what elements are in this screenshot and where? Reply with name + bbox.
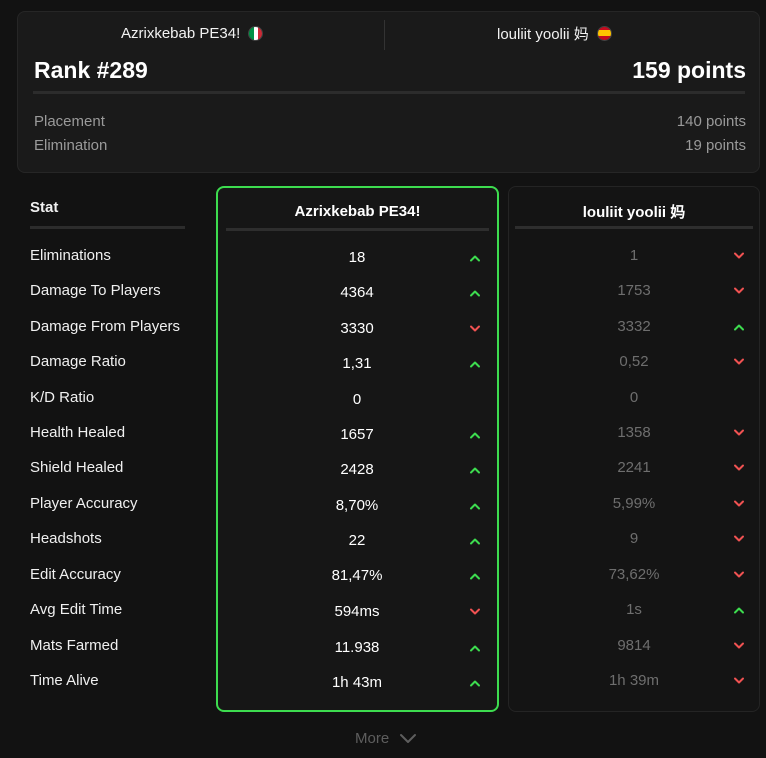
arrow-down-icon bbox=[734, 642, 744, 649]
player-1-stat-value: 1h 43m bbox=[331, 674, 383, 691]
arrow-up-icon bbox=[734, 324, 744, 331]
arrow-up-icon bbox=[734, 607, 744, 614]
player-1-stat-value: 1,31 bbox=[342, 355, 372, 372]
arrow-up-icon bbox=[470, 503, 480, 510]
player-1-stat-value: 1657 bbox=[340, 426, 374, 443]
player-1-stat-value: 3330 bbox=[340, 320, 374, 337]
stat-label: Player Accuracy bbox=[30, 495, 138, 512]
elimination-points: 19 points bbox=[685, 137, 746, 154]
player-1-stat-value: 2428 bbox=[340, 461, 374, 478]
player-1-stat-value: 4364 bbox=[340, 284, 374, 301]
player-1-stats-card bbox=[216, 186, 499, 712]
italy-flag-icon bbox=[248, 25, 264, 41]
stat-column-header: Stat bbox=[30, 199, 59, 216]
player-2-stat-value: 0 bbox=[629, 389, 639, 406]
player-2-column-title: louliit yoolii 妈 bbox=[582, 204, 686, 221]
player-1-stat-value: 0 bbox=[352, 391, 362, 408]
player-1-stat-value: 594ms bbox=[334, 603, 380, 620]
player-1-column-title: Azrixkebab PE34! bbox=[294, 203, 421, 220]
stat-label: Shield Healed bbox=[30, 459, 124, 476]
elimination-label: Elimination bbox=[34, 137, 108, 154]
arrow-up-icon bbox=[470, 361, 480, 368]
player-2-stat-value: 1h 39m bbox=[608, 672, 660, 689]
rank-label: Rank #289 bbox=[34, 57, 148, 83]
stat-label: Mats Farmed bbox=[30, 637, 119, 654]
arrow-up-icon bbox=[470, 467, 480, 474]
player-2-header: louliit yoolii 妈 bbox=[497, 22, 612, 44]
placement-label: Placement bbox=[34, 113, 105, 130]
arrow-up-icon bbox=[470, 255, 480, 262]
player-1-stat-value: 22 bbox=[348, 532, 366, 549]
spain-flag-icon bbox=[596, 25, 612, 41]
stat-label: Damage To Players bbox=[30, 282, 161, 299]
total-points: 159 points bbox=[632, 57, 746, 83]
arrow-down-icon bbox=[734, 252, 744, 259]
player-1-stat-value: 81,47% bbox=[331, 567, 383, 584]
stat-label: Avg Edit Time bbox=[30, 601, 123, 618]
stat-label: Damage From Players bbox=[30, 318, 181, 335]
player-2-stat-value: 73,62% bbox=[608, 566, 660, 583]
player-2-name: louliit yoolii 妈 bbox=[497, 25, 589, 43]
player-2-stat-value: 1753 bbox=[617, 282, 651, 299]
player-1-stat-value: 18 bbox=[348, 249, 366, 266]
arrow-up-icon bbox=[470, 680, 480, 687]
arrow-up-icon bbox=[470, 645, 480, 652]
player-2-stat-value: 3332 bbox=[617, 318, 651, 335]
player-2-stat-value: 1358 bbox=[617, 424, 651, 441]
placement-points: 140 points bbox=[676, 113, 746, 130]
player-2-stat-value: 9814 bbox=[617, 637, 651, 654]
arrow-down-icon bbox=[734, 677, 744, 684]
arrow-up-icon bbox=[470, 573, 480, 580]
player-1-header: Azrixkebab PE34! bbox=[121, 22, 264, 44]
stat-label: Time Alive bbox=[30, 672, 99, 689]
player-1-stat-value: 8,70% bbox=[335, 497, 379, 514]
stat-label: Health Healed bbox=[30, 424, 126, 441]
player-2-stat-value: 5,99% bbox=[612, 495, 656, 512]
stat-label: Eliminations bbox=[30, 247, 111, 264]
player-2-stat-value: 1s bbox=[626, 601, 642, 618]
player-1-column-divider bbox=[226, 228, 489, 231]
stat-label: K/D Ratio bbox=[30, 389, 95, 406]
arrow-down-icon bbox=[470, 325, 480, 332]
arrow-up-icon bbox=[470, 538, 480, 545]
stat-label: Edit Accuracy bbox=[30, 566, 121, 583]
stat-label: Headshots bbox=[30, 530, 102, 547]
arrow-down-icon bbox=[734, 500, 744, 507]
player-2-stat-value: 1 bbox=[629, 247, 639, 264]
player-1-stat-value: 11.938 bbox=[334, 639, 380, 656]
player-2-stat-value: 9 bbox=[629, 530, 639, 547]
header-divider bbox=[384, 20, 385, 50]
stat-column-divider bbox=[30, 226, 185, 229]
arrow-down-icon bbox=[734, 464, 744, 471]
summary-divider bbox=[33, 91, 745, 94]
arrow-up-icon bbox=[470, 432, 480, 439]
player-2-stat-value: 2241 bbox=[617, 459, 651, 476]
arrow-down-icon bbox=[734, 358, 744, 365]
stat-label: Damage Ratio bbox=[30, 353, 126, 370]
arrow-down-icon bbox=[734, 535, 744, 542]
arrow-up-icon bbox=[470, 290, 480, 297]
player-2-stats-card bbox=[508, 186, 760, 712]
arrow-down-icon bbox=[734, 287, 744, 294]
arrow-down-icon bbox=[734, 571, 744, 578]
player-1-name: Azrixkebab PE34! bbox=[121, 24, 241, 42]
chevron-down-icon bbox=[400, 734, 417, 743]
more-button[interactable]: More bbox=[355, 730, 417, 747]
arrow-down-icon bbox=[734, 429, 744, 436]
more-label: More bbox=[355, 730, 390, 747]
arrow-down-icon bbox=[470, 608, 480, 615]
player-2-column-divider bbox=[515, 226, 753, 229]
player-2-stat-value: 0,52 bbox=[619, 353, 649, 370]
